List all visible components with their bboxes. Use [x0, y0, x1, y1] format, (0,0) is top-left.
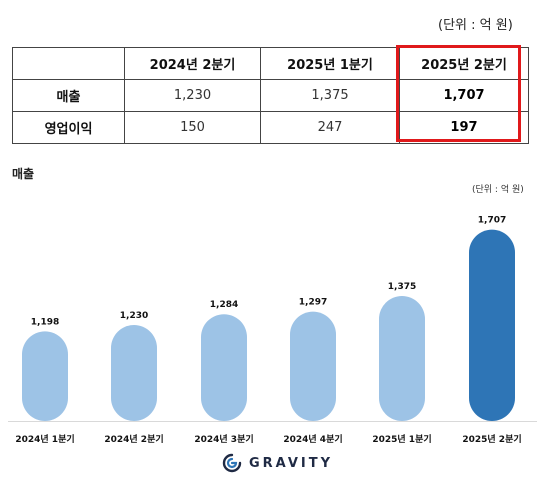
table-cell-highlight: 197 [399, 111, 529, 144]
gravity-logo: GRAVITY [222, 452, 333, 474]
category-label: 2024년 4분기 [283, 433, 342, 445]
bar-value-label: 1,375 [388, 282, 416, 292]
table-header-cell [12, 47, 125, 80]
table-cell: 150 [124, 111, 261, 144]
category-label: 2024년 3분기 [194, 433, 253, 445]
bar-chart: 1,198 2024년 1분기 1,230 2024년 2분기 1,284 2024년 3… [8, 216, 537, 445]
bar-3 [201, 314, 247, 421]
bar-4 [290, 311, 336, 421]
logo-text: GRAVITY [249, 455, 334, 471]
unit-label-top: (단위 : 억 원) [438, 18, 513, 33]
table-row: 매출 1,230 1,375 1,707 [12, 79, 529, 112]
table-header-cell: 2024년 2분기 [124, 47, 261, 80]
table-header-cell: 2025년 2분기 [399, 47, 529, 80]
table-row: 영업이익 150 247 197 [12, 111, 529, 144]
category-label: 2025년 1분기 [372, 433, 431, 445]
category-label: 2025년 2분기 [462, 433, 521, 445]
unit-label-chart: (단위 : 억 원) [472, 185, 524, 195]
bar-value-label: 1,707 [478, 216, 506, 226]
bar-value-label: 1,198 [31, 317, 59, 327]
table-cell-highlight: 1,707 [399, 79, 529, 112]
category-label: 2024년 1분기 [15, 433, 74, 445]
bar-value-label: 1,230 [120, 311, 148, 321]
bar-1 [22, 331, 68, 421]
category-label: 2024년 2분기 [104, 433, 163, 445]
gravity-logo-icon [222, 453, 242, 473]
summary-table: 2024년 2분기 2025년 1분기 2025년 2분기 매출 1,230 1… [12, 47, 529, 144]
bar-2 [111, 325, 157, 421]
bar-value-label: 1,297 [299, 298, 327, 308]
table-cell: 247 [260, 111, 400, 144]
bar-5 [379, 296, 425, 421]
chart-title: 매출 [12, 167, 35, 181]
bar-6 [469, 229, 515, 421]
table-row-label: 영업이익 [12, 111, 125, 144]
bar-value-label: 1,284 [210, 300, 238, 310]
table-header-row: 2024년 2분기 2025년 1분기 2025년 2분기 [12, 47, 529, 80]
table-cell: 1,375 [260, 79, 400, 112]
